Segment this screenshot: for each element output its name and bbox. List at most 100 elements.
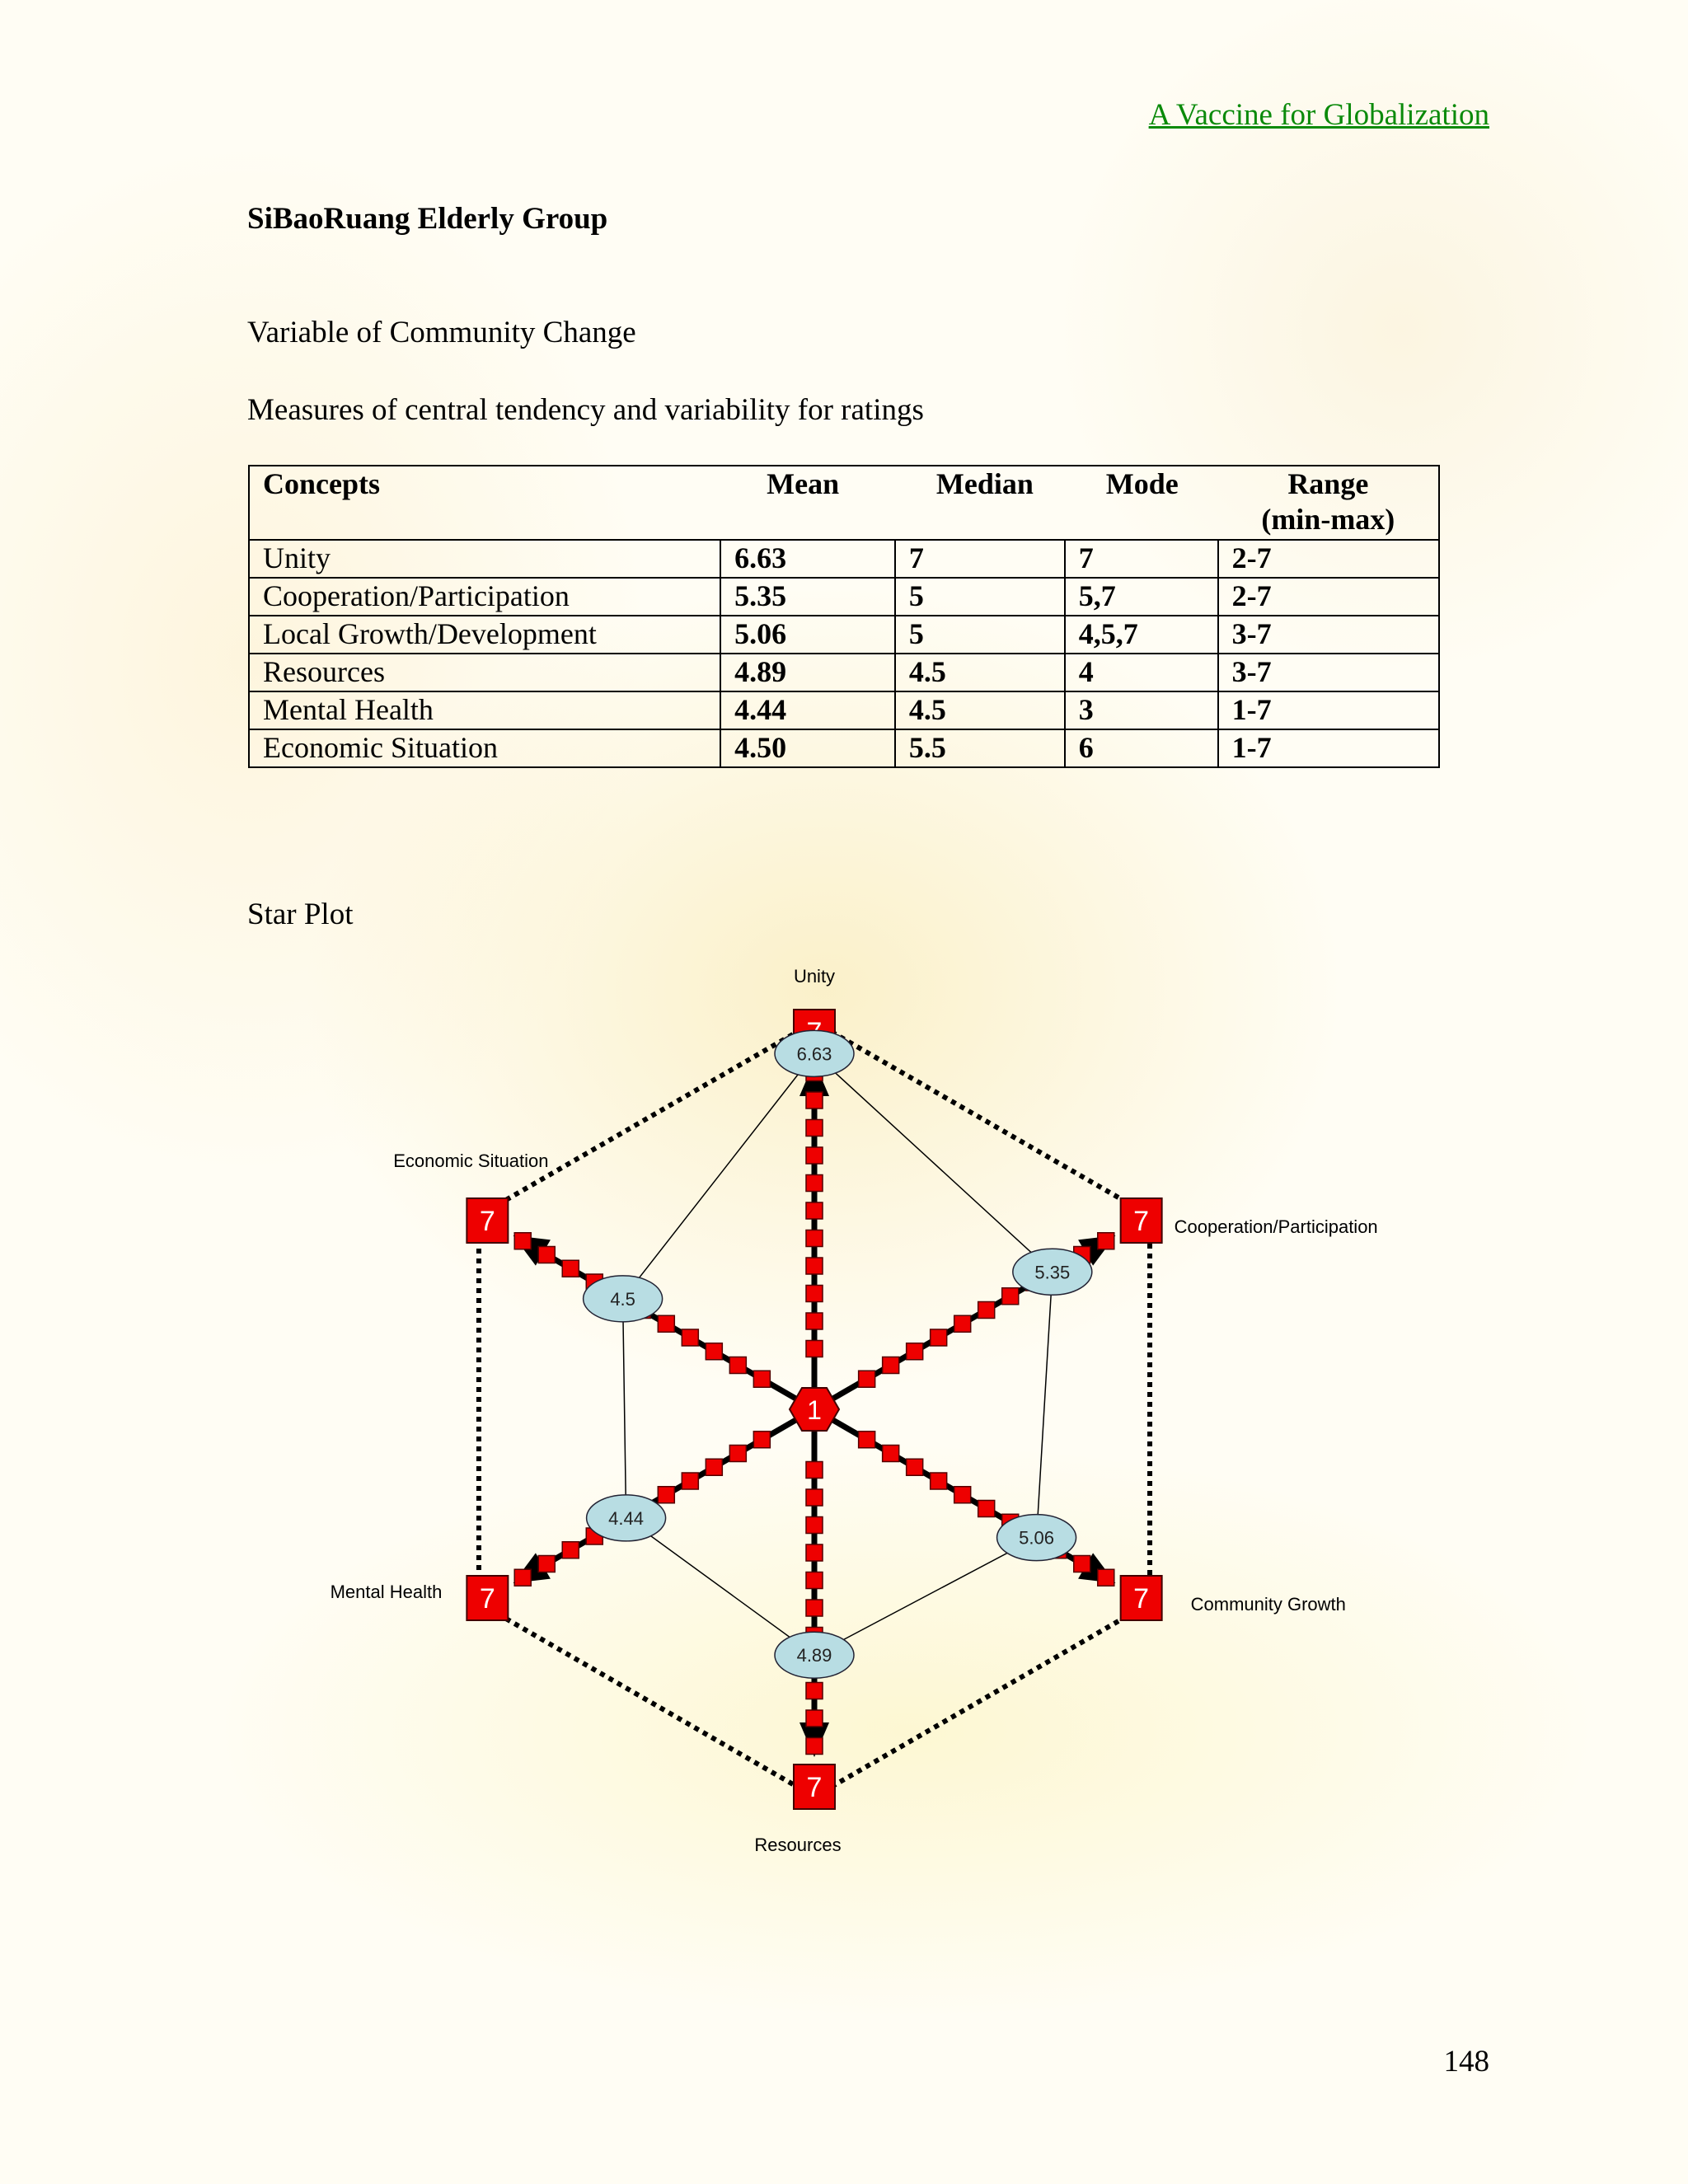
tick-marker <box>805 1544 823 1562</box>
tick-marker <box>953 1315 972 1333</box>
tick-marker <box>805 1257 823 1275</box>
cell-mode: 6 <box>1063 729 1219 768</box>
value-bubble-2 <box>996 1513 1077 1562</box>
cell-mean: 6.63 <box>720 539 896 579</box>
cell-mean: 5.35 <box>720 577 896 616</box>
measures-heading: Measures of central tendency and variabi… <box>247 393 924 427</box>
value-bubble-5 <box>582 1275 663 1323</box>
value-label-4: 4.44 <box>608 1508 644 1529</box>
cell-median: 5.5 <box>893 729 1066 768</box>
cell-concept: Unity <box>247 539 722 579</box>
cell-concept: Resources <box>247 653 722 692</box>
table-row: Economic Situation 4.50 5.5 6 1-7 <box>247 729 1441 768</box>
stats-table: Concepts Mean Median Mode Range (min-max… <box>247 465 1441 768</box>
cell-range: 2-7 <box>1217 539 1441 579</box>
tick-marker <box>805 1284 823 1303</box>
star-plot-heading: Star Plot <box>247 898 354 931</box>
table-row: Cooperation/Participation 5.35 5 5,7 2-7 <box>247 577 1441 616</box>
value-bubble-1 <box>1012 1248 1093 1296</box>
cell-mode: 3 <box>1063 691 1219 730</box>
tick-marker <box>881 1356 900 1375</box>
tick-marker <box>537 1245 556 1264</box>
tick-marker <box>881 1444 900 1463</box>
cell-median: 4.5 <box>893 691 1066 730</box>
table-header-row: Concepts Mean Median Mode Range (min-max… <box>247 465 1441 541</box>
axis-label-1: Cooperation/Participation <box>1175 1216 1378 1237</box>
header-range-sub: (min-max) <box>1261 503 1395 537</box>
tick-marker <box>513 1232 532 1250</box>
axis-label-3: Resources <box>754 1835 841 1855</box>
tick-marker <box>805 1091 823 1109</box>
tick-marker <box>805 1709 823 1727</box>
spoke-5 <box>542 1250 816 1413</box>
value-bubble-4 <box>585 1494 667 1542</box>
max-marker-3 <box>793 1764 836 1810</box>
header-range-label: Range <box>1287 467 1369 500</box>
tick-marker <box>805 1118 823 1137</box>
max-marker-label: 7 <box>480 1583 495 1615</box>
value-label-3: 4.89 <box>797 1645 832 1666</box>
cell-median: 4.5 <box>893 653 1066 692</box>
max-marker-4 <box>466 1575 509 1621</box>
tick-marker <box>805 1339 823 1358</box>
value-bubble-0 <box>774 1029 855 1078</box>
cell-range: 3-7 <box>1217 615 1441 654</box>
center-label: 1 <box>807 1395 822 1425</box>
tick-marker <box>729 1444 748 1463</box>
max-marker-1 <box>1119 1197 1163 1244</box>
tick-marker <box>657 1486 676 1504</box>
center-marker <box>788 1387 841 1432</box>
tick-marker <box>929 1472 948 1490</box>
tick-marker <box>513 1568 532 1586</box>
tick-marker <box>805 1229 823 1248</box>
max-marker-label: 7 <box>1133 1206 1149 1237</box>
table-row: Mental Health 4.44 4.5 3 1-7 <box>247 691 1441 730</box>
max-marker-2 <box>1119 1575 1163 1621</box>
axis-label-0: Unity <box>794 966 835 987</box>
cell-median: 7 <box>893 539 1066 579</box>
value-polygon <box>621 1052 1053 1657</box>
tick-marker <box>977 1499 996 1518</box>
axis-label-5: Economic Situation <box>393 1151 548 1171</box>
tick-marker <box>857 1431 876 1449</box>
tick-marker <box>753 1370 771 1388</box>
table-row: Resources 4.89 4.5 4 3-7 <box>247 653 1441 692</box>
tick-marker <box>857 1370 876 1388</box>
tick-marker <box>705 1458 724 1476</box>
cell-range: 3-7 <box>1217 653 1441 692</box>
max-marker-label: 7 <box>807 1772 823 1803</box>
tick-marker <box>953 1486 972 1504</box>
tick-marker <box>729 1356 748 1375</box>
max-marker-5 <box>466 1197 509 1244</box>
page-number: 148 <box>1443 2045 1490 2079</box>
max-marker-label: 7 <box>1133 1583 1149 1615</box>
tick-marker <box>1097 1232 1115 1250</box>
cell-median: 5 <box>893 577 1066 616</box>
cell-mean: 5.06 <box>720 615 896 654</box>
cell-concept: Cooperation/Participation <box>247 577 722 616</box>
tick-marker <box>905 1343 924 1361</box>
tick-marker <box>1001 1287 1020 1305</box>
tick-marker <box>805 1488 823 1507</box>
max-marker-label: 7 <box>480 1206 495 1237</box>
cell-mean: 4.44 <box>720 691 896 730</box>
cell-mode: 5,7 <box>1063 577 1219 616</box>
tick-marker <box>805 1146 823 1165</box>
header-mean: Mean <box>720 465 895 541</box>
tick-marker <box>805 1736 823 1755</box>
tick-marker <box>681 1329 700 1347</box>
header-range: Range (min-max) <box>1217 465 1441 541</box>
tick-marker <box>805 1681 823 1700</box>
tick-marker <box>657 1315 676 1333</box>
tick-marker <box>805 1202 823 1220</box>
tick-marker <box>753 1431 771 1449</box>
tick-marker <box>681 1472 700 1490</box>
table-row: Local Growth/Development 5.06 5 4,5,7 3-7 <box>247 615 1441 654</box>
tick-marker <box>805 1312 823 1330</box>
value-label-1: 5.35 <box>1034 1262 1070 1282</box>
header-title-link[interactable]: A Vaccine for Globalization <box>1148 98 1489 132</box>
header-concepts: Concepts <box>247 465 721 541</box>
tick-marker <box>977 1301 996 1319</box>
group-title: SiBaoRuang Elderly Group <box>247 202 608 236</box>
